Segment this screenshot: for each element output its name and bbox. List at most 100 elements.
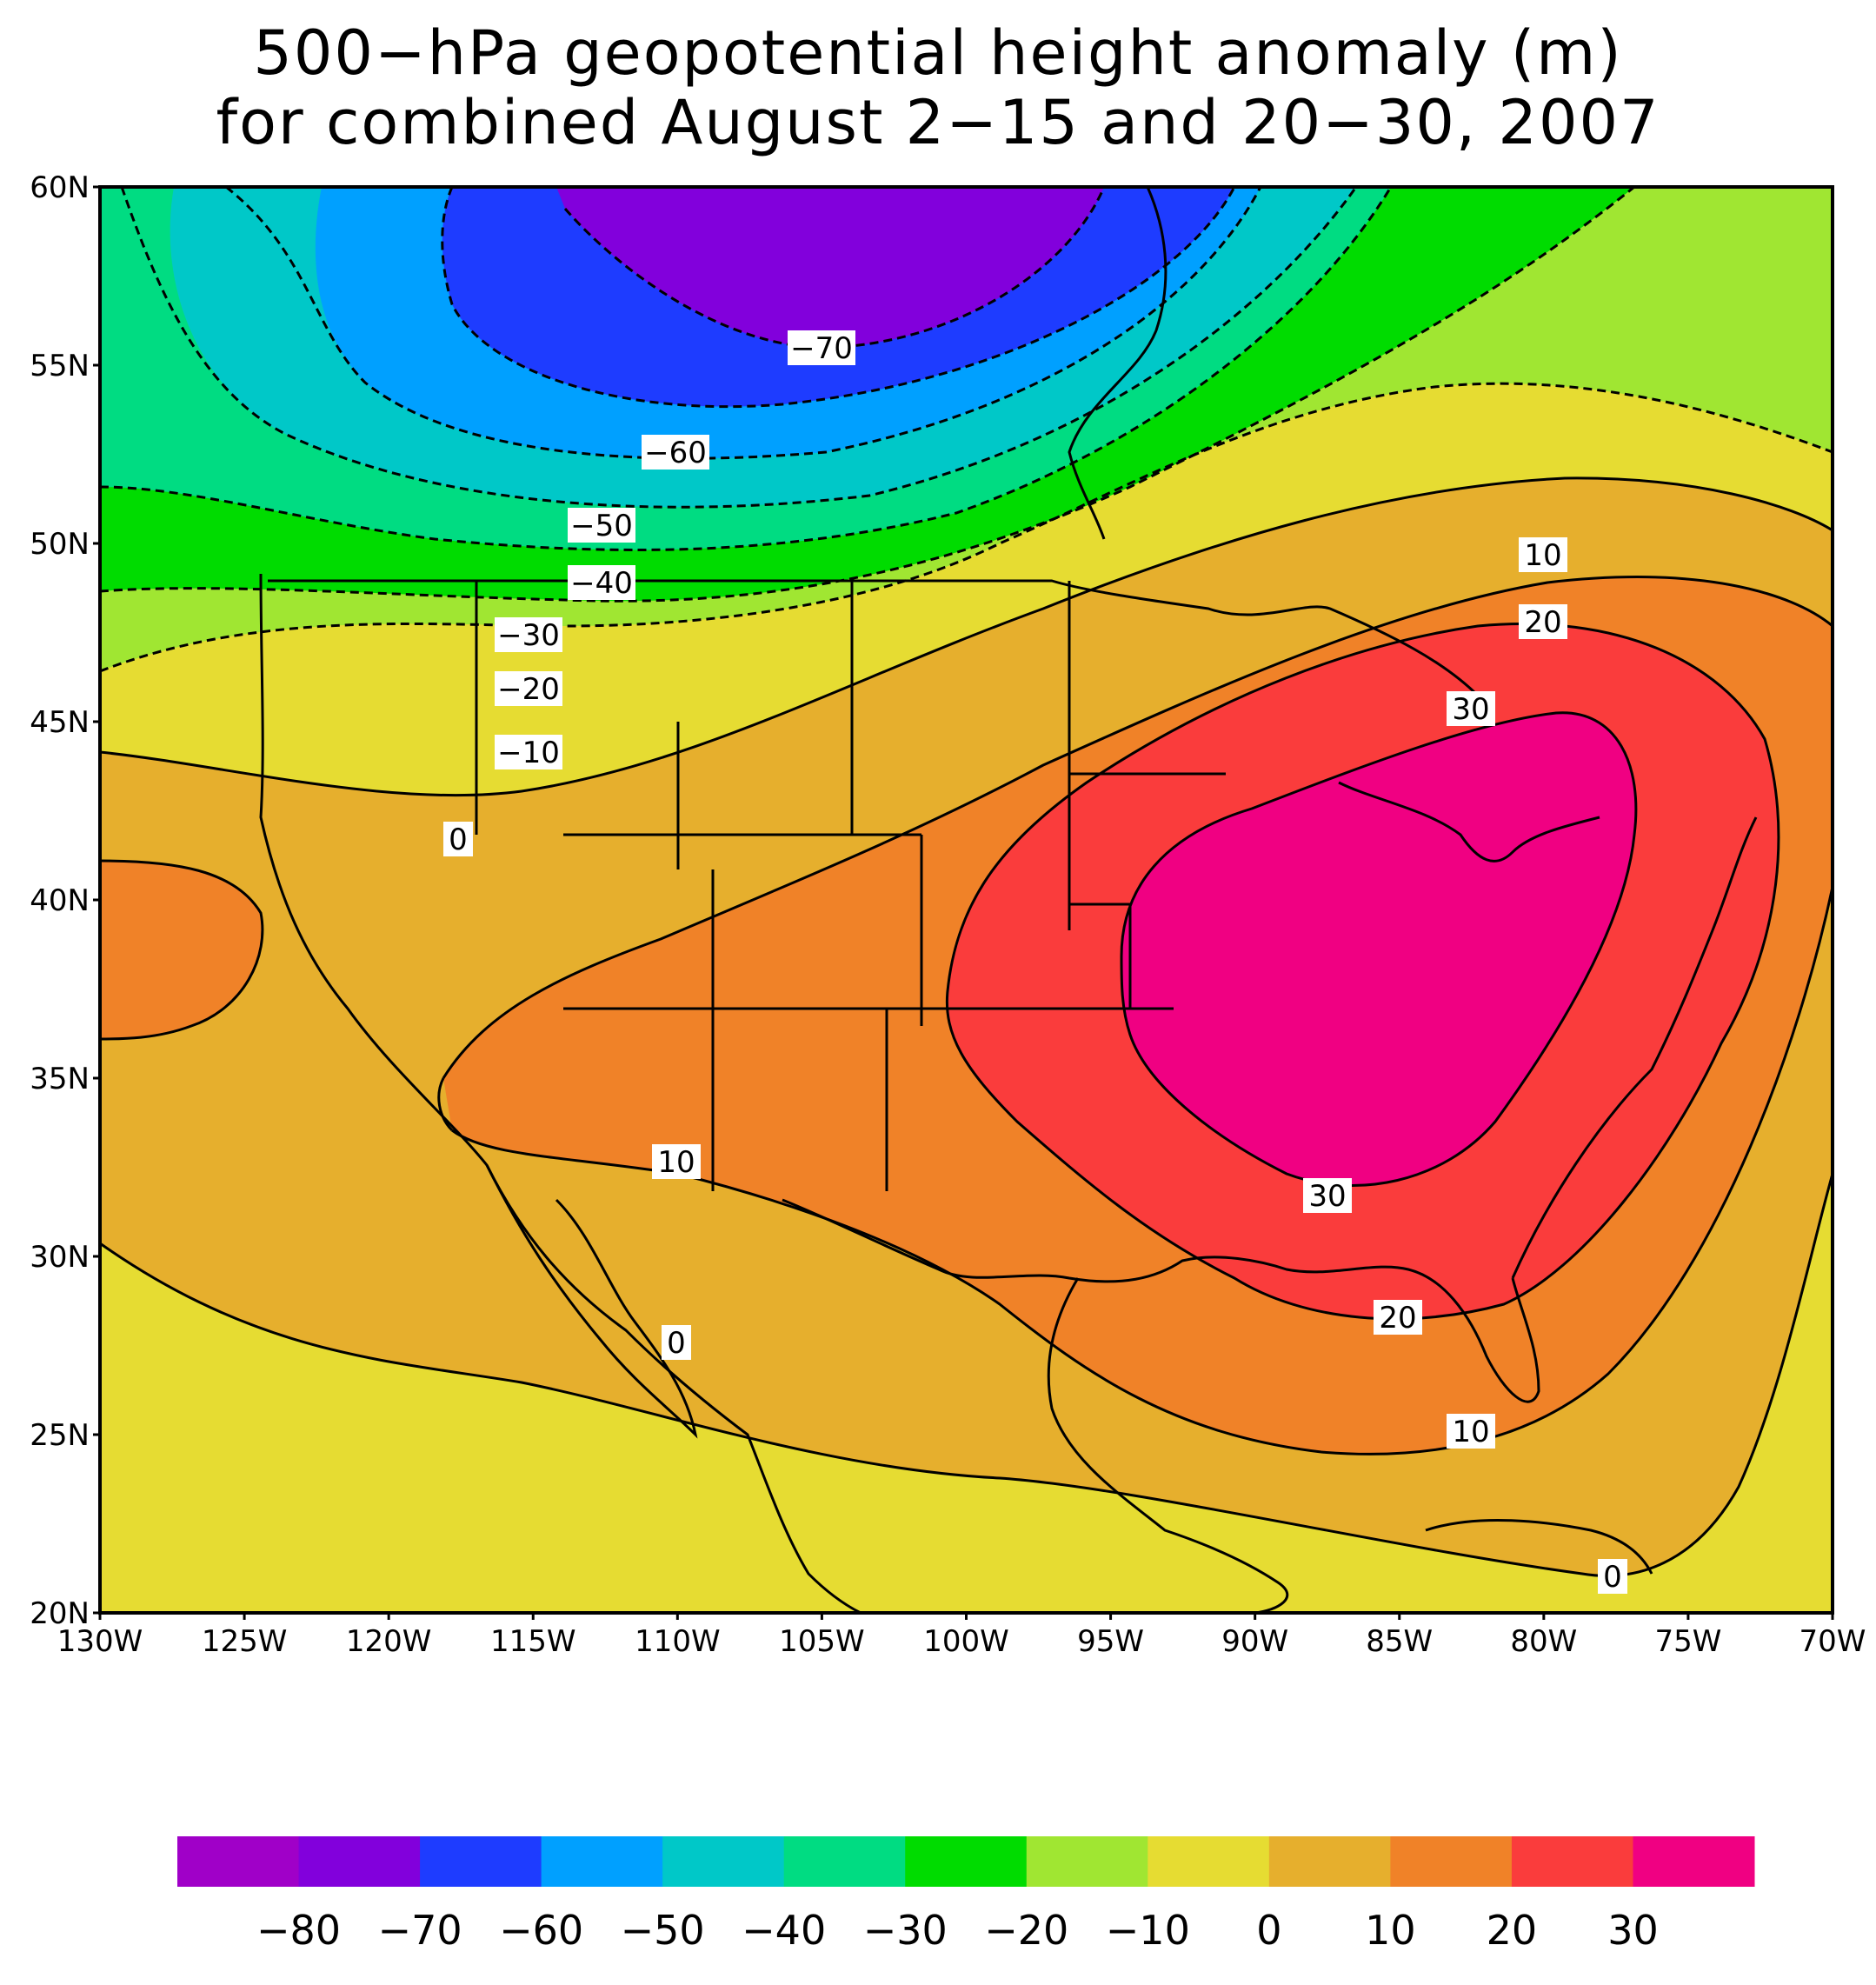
contour-label-box: [568, 508, 635, 543]
lon-tick-label: 130W: [57, 1624, 143, 1659]
band-neg70: [556, 187, 1104, 348]
lon-tick-label: 70W: [1799, 1624, 1866, 1659]
lon-tick-label: 110W: [635, 1624, 721, 1659]
colorbar-label: 0: [1256, 1907, 1281, 1954]
great-lakes-outline: [1338, 781, 1600, 863]
contour-label-box: [788, 330, 855, 365]
colorbar-swatch: [1633, 1836, 1755, 1887]
colorbar-swatch: [783, 1836, 906, 1887]
band-pos20: [100, 861, 263, 1039]
colorbar-swatch: [662, 1836, 785, 1887]
lon-tick-label: 95W: [1077, 1624, 1144, 1659]
colorbar-swatch: [298, 1836, 421, 1887]
contour-label: −30: [497, 618, 560, 653]
contour-label: 0: [667, 1326, 686, 1361]
baja-peninsula: [485, 1164, 698, 1439]
contour-label-box: [1374, 1300, 1422, 1335]
filled-contours: [100, 187, 1833, 1613]
lon-tick-label: 75W: [1654, 1624, 1721, 1659]
colorbar-swatch: [1148, 1836, 1270, 1887]
contour-label-box: [1303, 1178, 1352, 1213]
us-canada-border: [268, 579, 1480, 697]
colorbar-label: −10: [1106, 1907, 1190, 1954]
map-outlines: [259, 187, 1758, 1613]
hudson-bay-outline: [1068, 187, 1168, 540]
contour-label-box: [1447, 691, 1495, 726]
mexico-gulf-coast: [1047, 1277, 1289, 1613]
colorbar-swatch: [177, 1836, 300, 1887]
contour-label-box: [443, 822, 473, 856]
lat-tick-label: 55N: [30, 349, 90, 383]
contour-label: 20: [1524, 605, 1561, 640]
contour-label-box: [568, 565, 635, 600]
lat-tick-label: 45N: [30, 705, 90, 740]
colorbar-swatch: [1390, 1836, 1513, 1887]
colorbar-label: 20: [1487, 1907, 1538, 1954]
map-title-line-2: for combined August 2−15 and 20−30, 2007: [216, 87, 1660, 158]
lat-tick-label: 40N: [30, 883, 90, 918]
colorbar: −80 −70 −60 −50 −40 −30 −20 −10 0 10 20 30: [177, 1836, 1755, 1954]
contour-label: −60: [644, 436, 707, 470]
contour-lines: [100, 187, 1833, 1577]
contour-label-box: [662, 1325, 691, 1360]
contour-label: −40: [570, 566, 633, 601]
contour-label-box: [1519, 604, 1567, 639]
contour-labels: −70 −60 −50 −40 −30 −20 −10 0 10 20 30 30 20 10 0 10 0: [443, 330, 1627, 1595]
colorbar-swatch: [1026, 1836, 1148, 1887]
contour-label-box: [495, 671, 562, 706]
lat-tick-label: 50N: [30, 527, 90, 562]
lon-tick-label: 85W: [1366, 1624, 1433, 1659]
colorbar-label: −70: [378, 1907, 462, 1954]
colorbar-label: −80: [256, 1907, 341, 1954]
contour-label: 10: [657, 1145, 695, 1180]
lon-tick-label: 125W: [202, 1624, 288, 1659]
contour-label: 0: [1603, 1560, 1622, 1595]
lon-tick-label: 80W: [1510, 1624, 1577, 1659]
contour-label-box: [1598, 1559, 1627, 1594]
colorbar-label: −40: [742, 1907, 826, 1954]
contour-label: −70: [790, 331, 853, 366]
colorbar-label: 10: [1365, 1907, 1416, 1954]
lon-tick-label: 105W: [779, 1624, 865, 1659]
colorbar-label: −20: [984, 1907, 1068, 1954]
colorbar-swatch: [905, 1836, 1028, 1887]
state-lines: [475, 581, 1226, 1191]
colorbar-label: −30: [863, 1907, 948, 1954]
east-coast-outline: [1511, 816, 1758, 1279]
colorbar-label: −60: [499, 1907, 583, 1954]
colorbar-swatch: [1268, 1836, 1391, 1887]
contour-label: −20: [497, 672, 560, 707]
lon-tick-label: 115W: [490, 1624, 576, 1659]
gulf-coast-outline: [782, 1198, 1540, 1403]
contour-label-box: [652, 1144, 701, 1179]
lat-tick-label: 25N: [30, 1418, 90, 1453]
contour-label-box: [495, 617, 562, 652]
lat-tick-label: 30N: [30, 1240, 90, 1275]
contour-label-box: [642, 435, 709, 470]
contour-label: 30: [1452, 692, 1489, 727]
cuba-outline: [1425, 1518, 1653, 1575]
contour-label: 10: [1524, 538, 1561, 573]
contour-label: 10: [1452, 1415, 1489, 1449]
contour-label-box: [1519, 537, 1567, 572]
colorbar-swatch: [1511, 1836, 1633, 1887]
colorbar-label: 30: [1607, 1907, 1659, 1954]
colorbar-swatch: [420, 1836, 542, 1887]
contour-label-box: [1447, 1414, 1495, 1449]
lon-tick-label: 100W: [923, 1624, 1009, 1659]
colorbar-swatch: [541, 1836, 663, 1887]
contour-label: −10: [497, 736, 560, 770]
contour-label-box: [495, 735, 562, 769]
band-pos40: [1121, 712, 1636, 1186]
lon-tick-label: 120W: [346, 1624, 432, 1659]
contour-label: 20: [1379, 1301, 1416, 1336]
contour-label: −50: [570, 509, 633, 543]
lat-tick-label: 60N: [30, 170, 90, 205]
lat-tick-label: 35N: [30, 1062, 90, 1096]
map-title-line-1: 500−hPa geopotential height anomaly (m): [253, 17, 1623, 89]
contour-label: 30: [1308, 1179, 1346, 1214]
colorbar-label: −50: [621, 1907, 705, 1954]
contour-label: 0: [449, 823, 468, 857]
